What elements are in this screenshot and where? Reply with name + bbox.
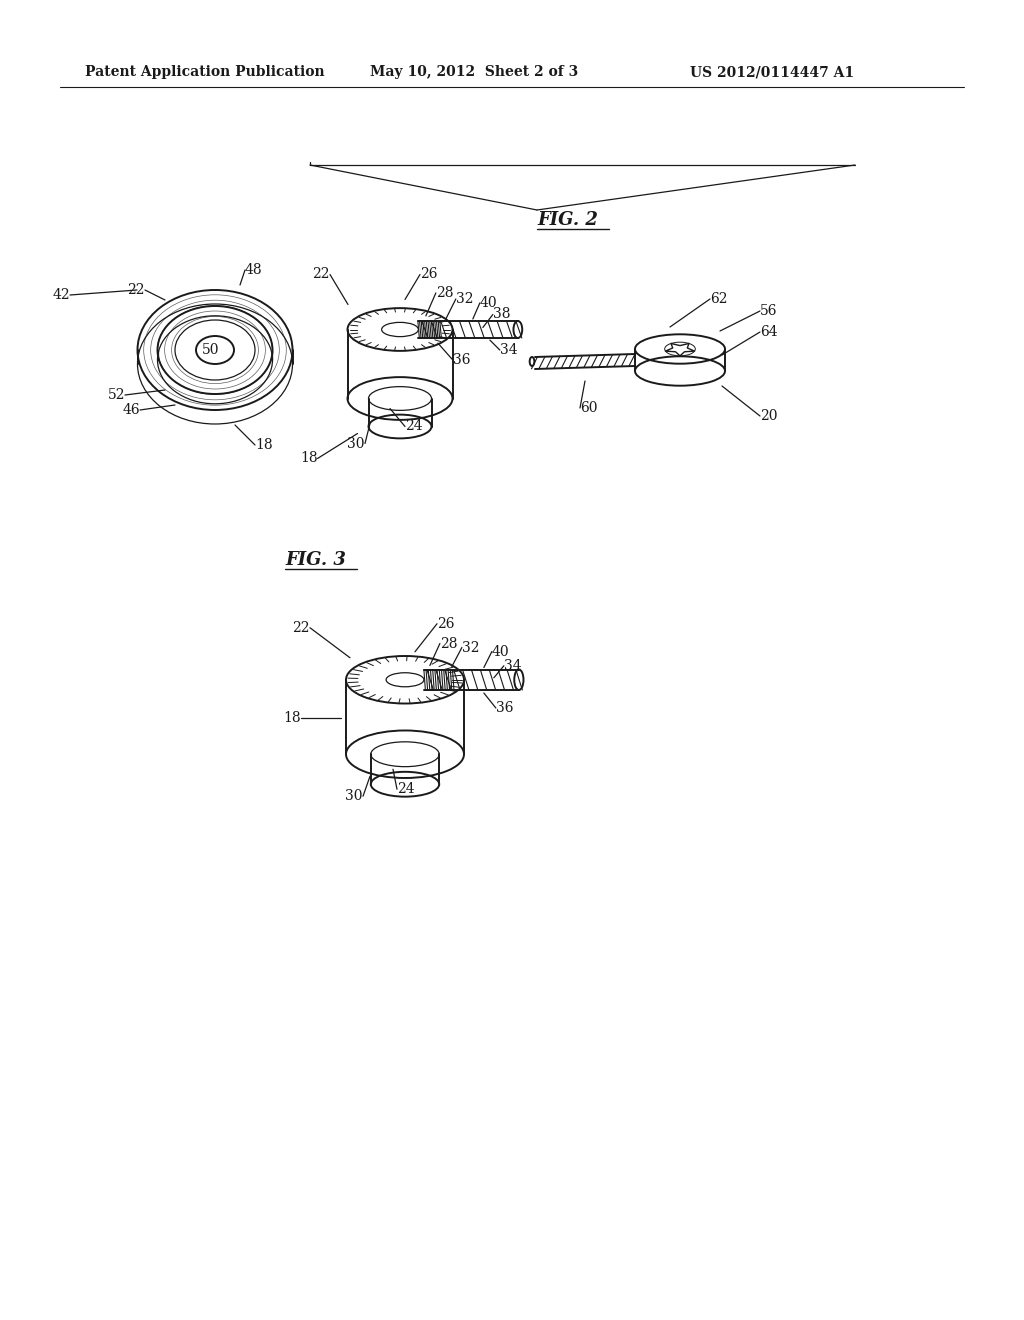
Text: 30: 30 <box>345 789 362 804</box>
Text: 42: 42 <box>52 288 70 302</box>
Text: Patent Application Publication: Patent Application Publication <box>85 65 325 79</box>
Text: 22: 22 <box>128 282 145 297</box>
Text: US 2012/0114447 A1: US 2012/0114447 A1 <box>690 65 854 79</box>
Text: 48: 48 <box>245 263 262 277</box>
Text: FIG. 2: FIG. 2 <box>537 211 598 228</box>
Text: 38: 38 <box>493 308 510 322</box>
Text: 52: 52 <box>108 388 125 403</box>
Text: 46: 46 <box>123 403 140 417</box>
Text: 24: 24 <box>397 783 415 796</box>
Text: May 10, 2012  Sheet 2 of 3: May 10, 2012 Sheet 2 of 3 <box>370 65 579 79</box>
Text: 36: 36 <box>453 352 470 367</box>
Text: 50: 50 <box>203 343 220 356</box>
Text: 28: 28 <box>436 286 454 300</box>
Text: 32: 32 <box>462 640 479 655</box>
Text: FIG. 3: FIG. 3 <box>285 550 346 569</box>
Text: 22: 22 <box>312 268 330 281</box>
Text: 18: 18 <box>300 451 317 466</box>
Text: 36: 36 <box>496 701 513 715</box>
Text: 34: 34 <box>504 659 521 673</box>
Text: 56: 56 <box>760 304 777 318</box>
Text: 28: 28 <box>440 636 458 651</box>
Text: 34: 34 <box>500 343 517 356</box>
Text: 18: 18 <box>255 438 272 451</box>
Text: 26: 26 <box>437 616 455 631</box>
Text: 40: 40 <box>480 296 498 310</box>
Text: 64: 64 <box>760 325 777 339</box>
Text: 60: 60 <box>580 401 597 414</box>
Text: 24: 24 <box>406 420 423 433</box>
Text: 40: 40 <box>492 644 510 659</box>
Text: 26: 26 <box>420 268 437 281</box>
Text: 62: 62 <box>710 292 727 306</box>
Text: 22: 22 <box>293 620 310 635</box>
Text: 30: 30 <box>347 437 365 450</box>
Text: 20: 20 <box>760 409 777 422</box>
Text: 18: 18 <box>284 711 301 725</box>
Text: 32: 32 <box>456 292 473 306</box>
